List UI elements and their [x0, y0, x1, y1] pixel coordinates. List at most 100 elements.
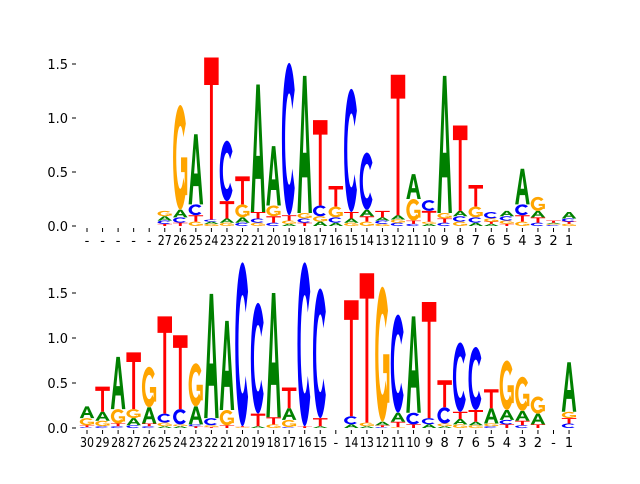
logo-letter-shape	[468, 217, 481, 222]
logo-letter-A	[515, 169, 530, 205]
x-tick-label: 16	[329, 234, 343, 249]
logo-letter-shape	[531, 211, 546, 217]
logo-letter-A	[391, 413, 406, 422]
logo-letter-shape	[189, 426, 204, 428]
logo-letter-C	[80, 427, 93, 428]
logo-letter-shape	[375, 211, 390, 217]
logo-letter-C	[437, 223, 450, 226]
logo-letter-shape	[484, 222, 499, 224]
logo-letter-shape	[313, 426, 328, 428]
logo-letter-A	[297, 76, 312, 213]
logo-letter-T	[266, 216, 281, 222]
logo-letter-C	[437, 407, 450, 423]
logo-letter-shape	[313, 205, 326, 216]
logo-letter-G	[111, 409, 125, 423]
logo-letter-shape	[484, 218, 497, 221]
logo-letter-shape	[531, 223, 544, 226]
logo-letter-G	[562, 224, 576, 226]
logo-letter-shape	[189, 215, 204, 221]
logo-letter-A	[173, 426, 188, 428]
logo-letter-A	[189, 406, 204, 424]
logo-letter-shape	[484, 426, 497, 428]
logo-letter-shape	[251, 218, 264, 222]
logo-letter-shape	[173, 210, 188, 218]
logo-letter-A	[204, 294, 219, 418]
logo-letter-C	[484, 212, 497, 218]
logo-letter-C	[515, 204, 528, 215]
logo-letter-T	[406, 424, 421, 428]
x-tick-label: 8	[441, 436, 449, 451]
logo-letter-T	[111, 424, 126, 427]
logo-letter-shape	[406, 424, 421, 428]
x-tick-label: 18	[267, 436, 281, 451]
logo-letter-shape	[220, 218, 235, 222]
logo-letter-shape	[391, 413, 406, 422]
logo-letter-shape	[95, 412, 110, 421]
logo-letter-G	[562, 412, 576, 418]
logo-letter-C	[157, 414, 170, 423]
logo-letter-A	[266, 293, 281, 417]
logo-letter-A	[484, 408, 499, 423]
logo-letter-shape	[158, 216, 173, 220]
logo-letter-C	[468, 347, 481, 410]
logo-letter-C	[297, 262, 310, 426]
logo-letter-T	[158, 316, 173, 413]
logo-letter-C	[95, 426, 108, 428]
logo-letter-A	[422, 424, 437, 428]
logo-letter-shape	[80, 425, 95, 427]
logo-letter-shape	[251, 303, 264, 414]
logo-letter-shape	[95, 387, 110, 412]
x-tick-label: 19	[282, 234, 296, 249]
logo-letter-A	[375, 217, 390, 220]
logo-letter-shape	[515, 425, 528, 428]
logo-letter-shape	[251, 85, 265, 212]
logo-letter-A	[562, 212, 577, 218]
logo-letter-shape	[375, 221, 388, 224]
x-tick-label: 1	[565, 234, 573, 249]
logo-letter-A	[546, 223, 561, 224]
logo-letter-T	[204, 58, 219, 220]
logo-letter-T	[546, 221, 561, 223]
logo-letter-shape	[297, 218, 310, 222]
logo-letter-C	[173, 217, 186, 222]
logo-letter-T	[189, 215, 204, 221]
logo-letter-shape	[297, 213, 310, 218]
logo-letter-G	[80, 418, 94, 425]
logo-letter-C	[562, 218, 575, 221]
logo-letter-C	[126, 425, 139, 428]
x-tick-label: 11	[407, 234, 421, 249]
logo-letter-shape	[484, 224, 499, 226]
logo-letter-shape	[313, 216, 326, 221]
x-tick-label: 13	[360, 436, 374, 451]
logo-letter-C	[297, 218, 310, 222]
x-tick-label: 21	[220, 436, 234, 451]
logo-letter-T	[173, 335, 188, 409]
logo-letter-C	[375, 221, 388, 224]
y-tick-label: 0.5	[47, 377, 68, 392]
logo-letter-T	[391, 422, 406, 427]
x-tick-label: 4	[503, 436, 511, 451]
logo-letter-shape	[313, 289, 326, 419]
logo-letter-shape	[235, 426, 250, 427]
logo-letter-shape	[158, 316, 173, 413]
logo-letter-shape	[329, 207, 342, 218]
logo-letter-shape	[204, 58, 219, 220]
logo-letter-G	[220, 410, 234, 425]
logo-letter-G	[391, 220, 405, 223]
logo-letter-shape	[111, 409, 124, 423]
logo-letter-shape	[375, 425, 390, 427]
logo-letter-shape	[173, 409, 186, 424]
logo-letter-T	[142, 424, 157, 427]
logo-letter-G	[173, 105, 187, 210]
x-tick-label: 19	[251, 436, 265, 451]
logo-letter-shape	[266, 417, 281, 424]
logo-letter-C	[157, 221, 170, 224]
logo-letter-G	[297, 213, 311, 218]
logo-letter-G	[453, 424, 467, 428]
logo-letter-shape	[220, 410, 233, 425]
logo-letter-shape	[406, 224, 419, 226]
logo-letter-G	[468, 207, 482, 218]
logo-letter-shape	[282, 215, 297, 220]
logo-letter-C	[282, 63, 295, 215]
